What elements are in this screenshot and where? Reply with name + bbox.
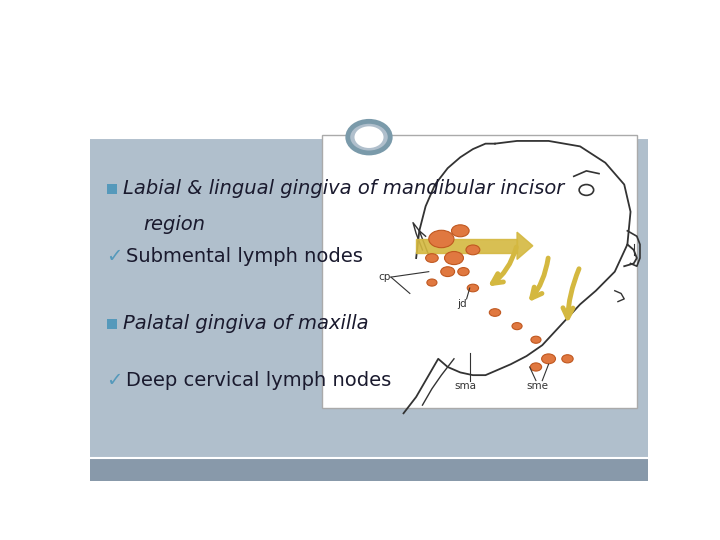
Text: cp: cp xyxy=(378,272,391,282)
Ellipse shape xyxy=(429,230,454,248)
Text: region: region xyxy=(143,215,205,234)
Ellipse shape xyxy=(531,336,541,343)
Text: Deep cervical lymph nodes: Deep cervical lymph nodes xyxy=(126,372,392,390)
Text: ✓: ✓ xyxy=(106,372,122,390)
FancyBboxPatch shape xyxy=(322,136,637,408)
Ellipse shape xyxy=(427,279,437,286)
Ellipse shape xyxy=(562,355,573,363)
Ellipse shape xyxy=(444,252,464,265)
FancyBboxPatch shape xyxy=(90,65,648,138)
Circle shape xyxy=(354,126,384,148)
Ellipse shape xyxy=(530,363,541,371)
Text: Submental lymph nodes: Submental lymph nodes xyxy=(126,247,363,266)
Text: Labial & lingual gingiva of mandibular incisor: Labial & lingual gingiva of mandibular i… xyxy=(124,179,564,198)
FancyBboxPatch shape xyxy=(90,458,648,481)
Ellipse shape xyxy=(451,225,469,237)
Ellipse shape xyxy=(512,322,522,330)
Polygon shape xyxy=(517,232,533,259)
Text: ✓: ✓ xyxy=(106,247,122,266)
Text: jd: jd xyxy=(457,299,467,309)
Ellipse shape xyxy=(541,354,556,364)
Text: sma: sma xyxy=(454,381,476,391)
FancyBboxPatch shape xyxy=(107,319,117,329)
FancyBboxPatch shape xyxy=(107,184,117,194)
Circle shape xyxy=(348,122,390,153)
Ellipse shape xyxy=(426,254,438,262)
Ellipse shape xyxy=(467,284,479,292)
Text: Palatal gingiva of maxilla: Palatal gingiva of maxilla xyxy=(124,314,369,333)
Ellipse shape xyxy=(441,267,454,276)
Ellipse shape xyxy=(466,245,480,255)
Polygon shape xyxy=(416,239,517,253)
Ellipse shape xyxy=(490,309,500,316)
Ellipse shape xyxy=(458,268,469,276)
Text: sme: sme xyxy=(526,381,549,391)
FancyBboxPatch shape xyxy=(90,138,648,458)
